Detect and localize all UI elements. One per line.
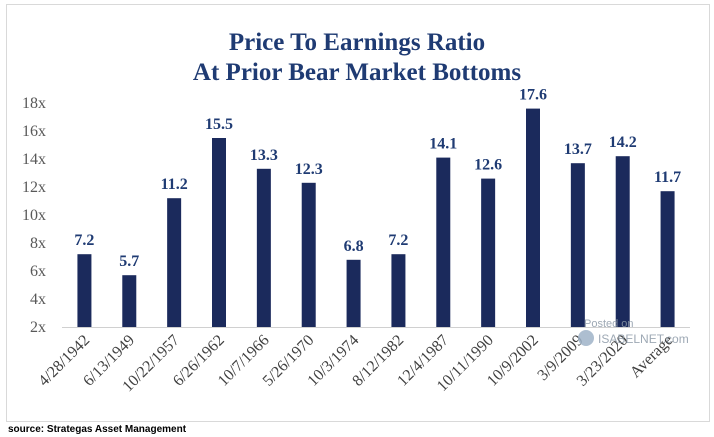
y-tick-label: 4x bbox=[30, 291, 46, 308]
data-label: 15.5 bbox=[205, 116, 233, 133]
y-tick-label: 6x bbox=[30, 263, 46, 280]
y-tick-label: 8x bbox=[30, 235, 46, 252]
bar bbox=[256, 168, 271, 327]
bar bbox=[615, 156, 630, 327]
bar bbox=[436, 157, 451, 327]
chart-title-line-2: At Prior Bear Market Bottoms bbox=[192, 59, 522, 86]
bar bbox=[122, 275, 137, 327]
bar bbox=[301, 182, 316, 327]
bar bbox=[526, 108, 540, 327]
data-label: 11.7 bbox=[654, 169, 681, 186]
data-label: 11.2 bbox=[161, 176, 188, 193]
bar bbox=[212, 138, 226, 327]
y-tick-label: 2x bbox=[30, 319, 46, 336]
y-tick-label: 18x bbox=[22, 95, 46, 112]
globe-icon bbox=[578, 330, 594, 346]
data-label: 14.2 bbox=[609, 134, 637, 151]
bar bbox=[570, 163, 585, 327]
data-label: 17.6 bbox=[519, 87, 547, 104]
data-label: 7.2 bbox=[388, 232, 408, 249]
bar bbox=[346, 259, 361, 327]
data-label: 14.1 bbox=[429, 136, 457, 153]
bar bbox=[77, 254, 92, 327]
data-label: 12.6 bbox=[474, 157, 502, 174]
watermark: Posted on ISABELNET.com bbox=[576, 318, 700, 352]
bar bbox=[167, 198, 182, 327]
chart-title-line-1: Price To Earnings Ratio bbox=[228, 29, 486, 56]
data-label: 13.3 bbox=[250, 147, 278, 164]
data-label: 6.8 bbox=[344, 238, 364, 255]
data-label: 12.3 bbox=[295, 161, 323, 178]
y-tick-label: 16x bbox=[22, 123, 46, 140]
y-tick-label: 10x bbox=[22, 207, 46, 224]
y-tick-label: 12x bbox=[22, 179, 46, 196]
watermark-brand: ISABELNET.com bbox=[598, 332, 689, 346]
y-tick-label: 14x bbox=[22, 151, 46, 168]
data-label: 5.7 bbox=[119, 253, 139, 270]
bar bbox=[660, 191, 675, 327]
bar bbox=[481, 178, 496, 327]
source-note: source: Strategas Asset Management bbox=[8, 424, 187, 435]
watermark-posted: Posted on bbox=[584, 318, 634, 330]
data-label: 13.7 bbox=[564, 141, 592, 158]
bar bbox=[391, 254, 406, 327]
data-label: 7.2 bbox=[74, 232, 94, 249]
chart-frame bbox=[6, 4, 710, 422]
